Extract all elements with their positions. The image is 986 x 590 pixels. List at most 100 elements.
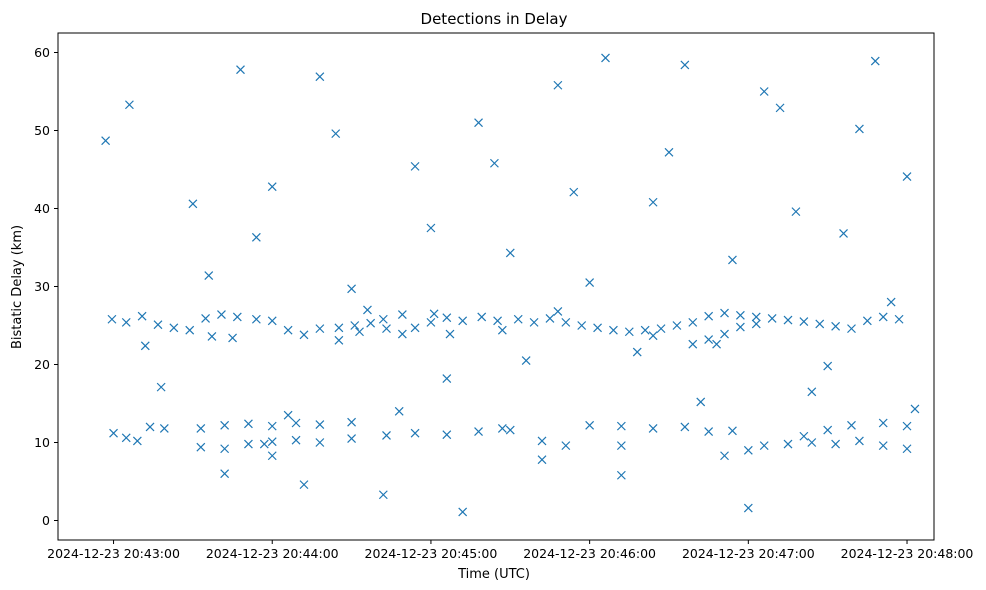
data-point (743, 445, 753, 455)
data-point (426, 317, 436, 327)
data-point (220, 420, 230, 430)
data-point (807, 438, 817, 447)
data-point (521, 356, 531, 366)
data-point (561, 317, 571, 327)
data-point (220, 444, 230, 454)
data-point (831, 439, 841, 449)
data-point (347, 434, 357, 444)
data-point (751, 319, 761, 329)
data-point (201, 314, 211, 323)
data-point (156, 382, 166, 392)
data-point (878, 418, 888, 428)
data-point (577, 321, 587, 330)
data-points (101, 53, 920, 517)
x-tick-label: 2024-12-23 20:48:00 (841, 546, 974, 561)
data-point (331, 129, 341, 139)
y-axis-label: Bistatic Delay (km) (10, 225, 25, 349)
y-tick-label: 0 (42, 513, 50, 528)
data-point (477, 312, 487, 322)
data-point (902, 172, 912, 181)
data-point (616, 470, 626, 480)
data-point (728, 426, 737, 436)
data-point (585, 278, 595, 288)
data-point (217, 310, 226, 320)
data-point (696, 397, 706, 407)
data-point (382, 324, 391, 334)
data-point (854, 436, 864, 446)
x-axis-ticks: 2024-12-23 20:43:00 2024-12-23 20:44:00 20… (47, 540, 973, 561)
data-point (291, 418, 301, 428)
data-point (145, 422, 155, 432)
data-point (363, 305, 372, 315)
data-point (429, 309, 439, 319)
y-tick-label: 20 (34, 357, 50, 372)
data-point (601, 53, 610, 63)
data-point (664, 147, 674, 157)
data-point (720, 329, 729, 339)
data-point (847, 420, 856, 430)
data-point (497, 325, 507, 335)
data-point (854, 124, 864, 134)
y-tick-label: 30 (34, 279, 50, 294)
data-point (799, 431, 809, 441)
data-point (267, 437, 277, 447)
data-point (196, 424, 206, 433)
data-point (458, 316, 468, 326)
data-point (397, 310, 407, 320)
data-point (910, 404, 920, 414)
data-point (783, 315, 793, 325)
data-point (107, 314, 117, 324)
data-point (228, 333, 237, 343)
data-point (831, 321, 841, 331)
x-axis-label: Time (UTC) (457, 567, 530, 582)
data-point (656, 324, 666, 334)
data-point (823, 361, 833, 371)
data-point (220, 469, 230, 479)
data-point (267, 421, 277, 431)
data-point (704, 335, 714, 344)
data-point (236, 65, 245, 75)
data-point (537, 436, 547, 446)
data-point (704, 427, 714, 437)
data-point (489, 158, 499, 168)
data-point (259, 439, 269, 449)
data-point (847, 324, 856, 334)
data-point (735, 310, 745, 320)
data-point (315, 438, 325, 447)
data-point (775, 103, 785, 113)
x-tick-label: 2024-12-23 20:43:00 (47, 546, 180, 561)
data-point (688, 339, 698, 349)
data-point (159, 424, 169, 433)
data-point (474, 427, 483, 437)
data-point (648, 197, 658, 207)
data-point (458, 507, 468, 517)
data-point (188, 199, 198, 209)
data-point (169, 323, 179, 333)
data-point (267, 316, 277, 326)
data-point (728, 255, 737, 265)
y-tick-label: 60 (34, 45, 50, 60)
data-point (382, 431, 391, 440)
data-point (442, 313, 452, 323)
data-point (347, 284, 357, 294)
data-point (299, 480, 309, 490)
data-point (585, 420, 595, 430)
data-point (334, 323, 344, 333)
data-point (315, 324, 325, 334)
data-point (315, 72, 325, 82)
data-point (640, 325, 650, 335)
data-point (672, 321, 682, 330)
data-point (378, 314, 388, 324)
data-point (474, 118, 483, 128)
data-point (251, 232, 261, 242)
data-point (315, 420, 325, 429)
data-point (283, 325, 293, 335)
data-point (616, 441, 626, 451)
data-point (886, 297, 896, 307)
y-tick-label: 10 (34, 435, 50, 450)
data-point (529, 317, 539, 327)
data-point (196, 442, 206, 452)
data-point (244, 419, 253, 429)
data-point (720, 308, 729, 318)
